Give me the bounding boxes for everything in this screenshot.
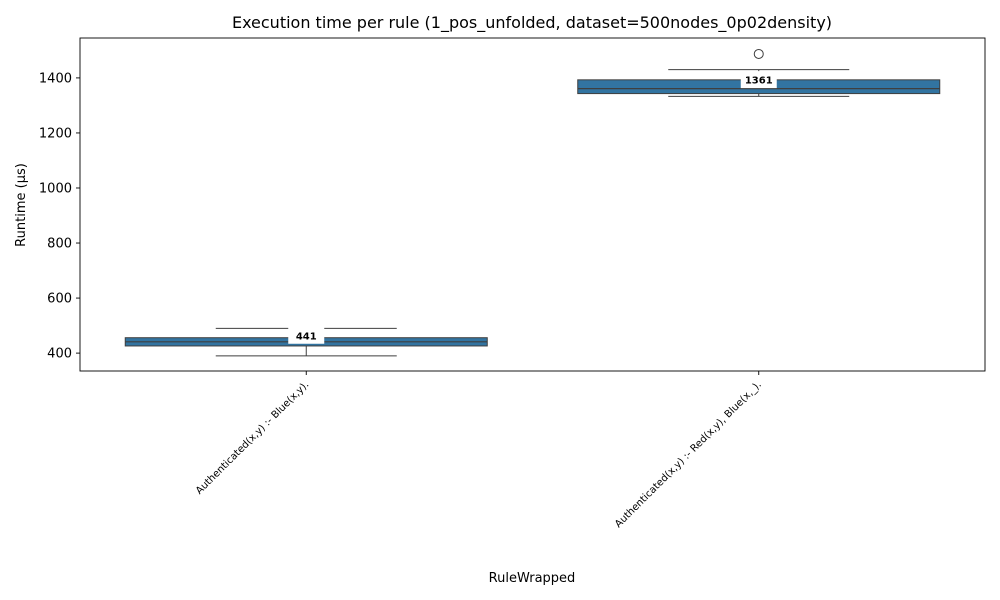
median-label: 1361 [745,76,773,87]
plot-frame [79,37,986,372]
x-tick-label: Authenticated(x,y) :- Blue(x,y). [194,379,311,496]
y-tick-label: 800 [47,237,72,252]
y-tick-label: 1400 [39,71,72,86]
x-tick-label: Authenticated(x,y) :- Red(x,y), Blue(x,_… [613,379,764,530]
y-tick-label: 400 [47,347,72,362]
y-axis-label: Runtime (µs) [14,163,29,247]
plot-area: 400 600 800 1000 1200 1400 Authenticated(x,y) … [39,37,986,530]
y-tick-label: 1200 [39,126,72,141]
y-tick-label: 1000 [39,181,72,196]
median-label-bg [740,71,777,89]
chart-title: Execution time per rule (1_pos_unfolded,… [232,13,832,33]
median-label: 441 [296,331,317,342]
x-axis-label: RuleWrapped [489,571,576,586]
y-tick-label: 600 [47,292,72,307]
median-label-bg [288,326,325,344]
outlier-point [753,48,764,59]
